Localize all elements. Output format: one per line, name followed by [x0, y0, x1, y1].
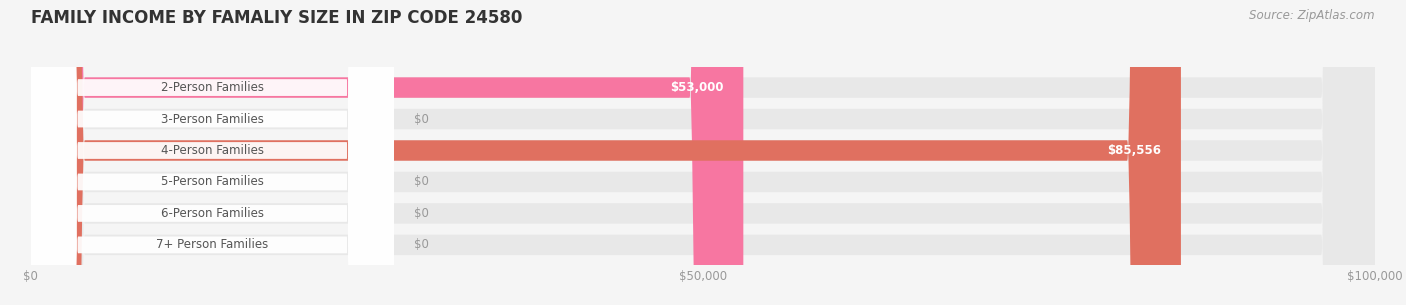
FancyBboxPatch shape [31, 0, 1375, 305]
FancyBboxPatch shape [31, 0, 394, 305]
FancyBboxPatch shape [31, 0, 1181, 305]
Text: Source: ZipAtlas.com: Source: ZipAtlas.com [1250, 9, 1375, 22]
Text: $0: $0 [413, 239, 429, 251]
Text: 7+ Person Families: 7+ Person Families [156, 239, 269, 251]
FancyBboxPatch shape [31, 0, 1375, 305]
Text: $0: $0 [413, 175, 429, 188]
Text: $85,556: $85,556 [1107, 144, 1161, 157]
FancyBboxPatch shape [31, 0, 744, 305]
Text: 2-Person Families: 2-Person Families [160, 81, 264, 94]
Text: 3-Person Families: 3-Person Families [160, 113, 264, 126]
Text: 4-Person Families: 4-Person Families [160, 144, 264, 157]
FancyBboxPatch shape [31, 0, 1375, 305]
Text: 6-Person Families: 6-Person Families [160, 207, 264, 220]
FancyBboxPatch shape [31, 0, 394, 305]
FancyBboxPatch shape [31, 0, 1375, 305]
Text: $0: $0 [413, 207, 429, 220]
FancyBboxPatch shape [31, 0, 394, 305]
Text: $53,000: $53,000 [669, 81, 723, 94]
FancyBboxPatch shape [31, 0, 394, 305]
FancyBboxPatch shape [31, 0, 394, 305]
FancyBboxPatch shape [31, 0, 1375, 305]
Text: 5-Person Families: 5-Person Families [160, 175, 264, 188]
FancyBboxPatch shape [31, 0, 1375, 305]
FancyBboxPatch shape [31, 0, 394, 305]
Text: FAMILY INCOME BY FAMALIY SIZE IN ZIP CODE 24580: FAMILY INCOME BY FAMALIY SIZE IN ZIP COD… [31, 9, 522, 27]
Text: $0: $0 [413, 113, 429, 126]
